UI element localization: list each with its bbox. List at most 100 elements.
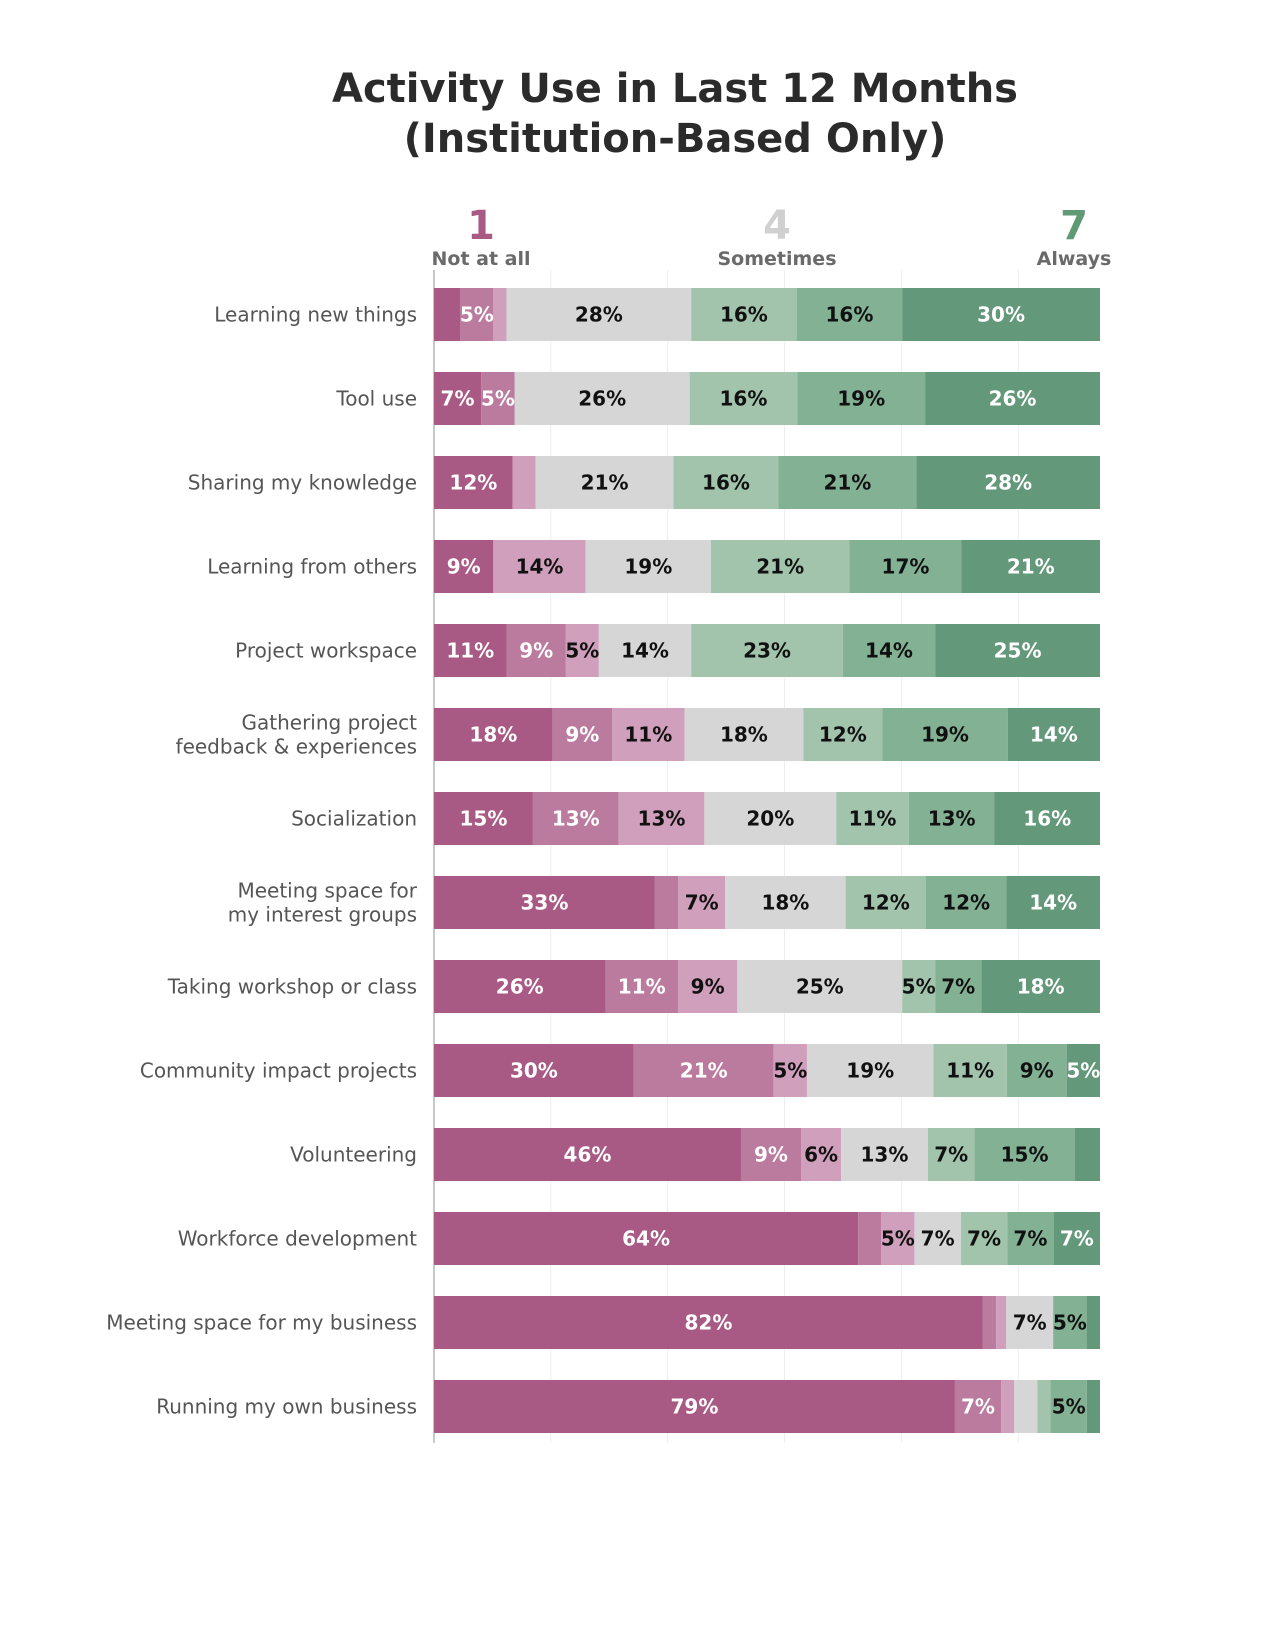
scale-high-label: Always	[1036, 248, 1112, 270]
data-label: 26%	[578, 387, 626, 411]
bar-segment-1	[434, 456, 513, 509]
data-label: 25%	[994, 639, 1042, 663]
data-label: 5%	[881, 1227, 915, 1251]
bar-segment-1	[434, 1212, 859, 1265]
bar-segment-6	[849, 540, 962, 593]
data-label: 18%	[761, 891, 809, 915]
bar-segment-7	[981, 960, 1100, 1013]
bar-segment-3	[612, 708, 685, 761]
data-label: 14%	[1030, 723, 1078, 747]
row-labels: Learning new things Tool use Sharing my kn…	[106, 303, 418, 1419]
data-label: 16%	[720, 303, 768, 327]
data-label: 21%	[680, 1059, 728, 1083]
category-label: my interest groups	[228, 903, 417, 927]
data-label: 7%	[934, 1143, 968, 1167]
data-label: 14%	[865, 639, 913, 663]
chart-title-line-2: (Institution-Based Only)	[403, 116, 947, 162]
bar-segment-5	[836, 792, 909, 845]
category-label: Community impact projects	[140, 1059, 417, 1083]
bar-segment-2	[605, 960, 678, 1013]
bar-segment-4	[684, 708, 804, 761]
category-label: Learning from others	[207, 555, 417, 579]
chart-title: Activity Use in Last 12 Months (Institut…	[0, 64, 1275, 164]
bar-segment-4	[506, 288, 692, 341]
data-label: 14%	[1029, 891, 1077, 915]
data-label: 11%	[624, 723, 672, 747]
data-label: 30%	[510, 1059, 558, 1083]
data-label: 23%	[743, 639, 791, 663]
data-label: 12%	[819, 723, 867, 747]
data-label: 7%	[685, 891, 719, 915]
data-label: 18%	[469, 723, 517, 747]
bar-segment-1	[434, 792, 533, 845]
data-label: 5%	[1052, 1395, 1086, 1419]
data-label: 6%	[804, 1143, 838, 1167]
data-label: 21%	[581, 471, 629, 495]
bar-segment-7	[1053, 1212, 1100, 1265]
data-label: 21%	[756, 555, 804, 579]
data-label: 7%	[1013, 1227, 1047, 1251]
bar-segment-4	[1006, 1296, 1054, 1349]
bar-segment-2	[552, 708, 613, 761]
data-label: 9%	[519, 639, 553, 663]
bar-segment-7	[1006, 876, 1100, 929]
bar-segment-6	[796, 288, 903, 341]
bar-segment-2	[532, 792, 619, 845]
bar-segment-1	[434, 540, 494, 593]
data-label: 7%	[961, 1395, 995, 1419]
bar-segment-4	[841, 1128, 928, 1181]
scale-high: 7 Always	[1037, 206, 1112, 270]
data-label: 7%	[921, 1227, 955, 1251]
bar-segment-5	[673, 456, 779, 509]
data-label: 7%	[967, 1227, 1001, 1251]
bar-segment-5	[691, 288, 797, 341]
data-label: 21%	[823, 471, 871, 495]
bar-segment-2	[740, 1128, 802, 1181]
bar-segment-3	[773, 1044, 807, 1097]
data-label: 13%	[861, 1143, 909, 1167]
bar-segment-7	[1007, 708, 1100, 761]
bar-segment-3	[801, 1128, 842, 1181]
category-label: Project workspace	[235, 639, 417, 663]
bar-segment-5	[960, 1212, 1008, 1265]
category-label: Gathering project	[242, 711, 418, 735]
bar-segment-3	[618, 792, 705, 845]
bar-segment-6	[935, 960, 982, 1013]
data-label: 9%	[754, 1143, 788, 1167]
bar-segment-6	[974, 1128, 1075, 1181]
data-label: 17%	[882, 555, 930, 579]
bar-segment-3	[493, 288, 507, 341]
bar-segment-6	[778, 456, 917, 509]
data-label: 9%	[1020, 1059, 1054, 1083]
bar-segment-1	[434, 372, 482, 425]
gridlines	[433, 270, 1019, 1443]
data-label: 28%	[575, 303, 623, 327]
bar-segment-1	[434, 1128, 741, 1181]
data-label: 30%	[977, 303, 1025, 327]
data-label: 18%	[1017, 975, 1065, 999]
bar-segment-2	[481, 372, 515, 425]
data-label: 9%	[447, 555, 481, 579]
scale-low-label: Not at all	[431, 248, 531, 270]
bar-segment-5	[933, 1044, 1007, 1097]
bar-segment-4	[704, 792, 837, 845]
data-label: 16%	[825, 303, 873, 327]
bar-segment-4	[598, 624, 692, 677]
data-label: 26%	[496, 975, 544, 999]
bar-segment-7	[1086, 1296, 1100, 1349]
scale-low: 1 Not at all	[431, 206, 530, 270]
data-label: 14%	[516, 555, 564, 579]
bar-segment-4	[514, 372, 690, 425]
data-label: 5%	[460, 303, 494, 327]
bar-segment-5	[803, 708, 883, 761]
bar-segment-6	[1007, 1212, 1054, 1265]
data-label: 11%	[946, 1059, 994, 1083]
bar-segment-7	[902, 288, 1100, 341]
bar-segment-5	[845, 876, 926, 929]
bar-segment-4	[1014, 1380, 1038, 1433]
bar-segment-7	[1086, 1380, 1100, 1433]
bar-segment-6	[925, 876, 1007, 929]
bar-segment-2	[506, 624, 566, 677]
category-label: Socialization	[291, 807, 417, 831]
